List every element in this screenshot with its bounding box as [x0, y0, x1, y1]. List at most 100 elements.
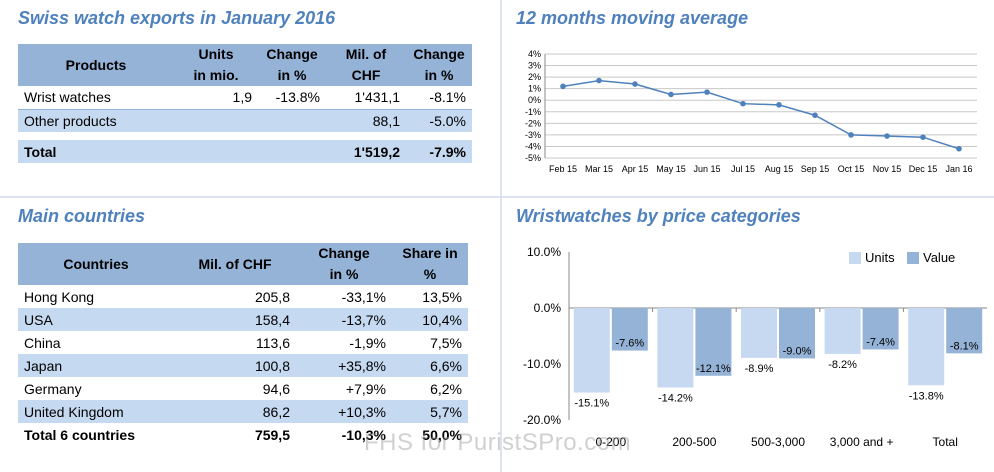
- countries-table: Countries Mil. of CHF Change in % Share in %…: [18, 243, 468, 446]
- y-tick-label: 1%: [528, 84, 541, 94]
- exports-row-cell: 1'431,1: [326, 86, 406, 110]
- price-categories-chart: 10.0% 0.0% -10.0% -20.0% -15.1% -7.6% 0-200 -14…: [523, 245, 987, 449]
- data-label: -14.2%: [658, 393, 693, 405]
- y-tick-label: -1%: [525, 107, 541, 117]
- data-label: -8.9%: [745, 363, 774, 375]
- data-point: [848, 132, 854, 138]
- data-point: [596, 77, 602, 84]
- legend-swatch: [849, 252, 861, 264]
- data-label: -7.4%: [866, 336, 895, 348]
- country-row: United Kingdom 86,2 +10,3% 5,7%: [18, 400, 468, 423]
- legend-swatch: [907, 252, 919, 264]
- x-tick-label: 3,000 and +: [830, 435, 894, 449]
- country-row: Japan 100,8 +35,8% 6,6%: [18, 354, 468, 377]
- data-point: [776, 102, 782, 108]
- bar-units: [908, 308, 945, 386]
- y-tick-label: 4%: [528, 49, 541, 59]
- x-tick-label: Nov 15: [873, 164, 902, 174]
- countries-title: Main countries: [18, 206, 146, 226]
- data-point: [884, 133, 890, 139]
- exports-row-cell: 1,9: [174, 86, 258, 110]
- country-row-cell: 86,2: [174, 400, 296, 423]
- exports-total-row-cell: Total: [18, 140, 174, 163]
- exports-row-cell: Wrist watches: [18, 86, 174, 110]
- data-label: -7.6%: [615, 338, 644, 350]
- x-tick-label: Jun 15: [693, 164, 720, 174]
- vertical-divider: [500, 0, 502, 472]
- countries-header-2: Change in %: [296, 243, 392, 285]
- exports-total-row-cell: -7.9%: [406, 140, 472, 163]
- country-row-cell: 10,4%: [392, 308, 468, 331]
- exports-row: Other products 88,1 -5.0%: [18, 109, 472, 132]
- country-row-cell: -13,7%: [296, 308, 392, 331]
- country-row-cell: USA: [18, 308, 174, 331]
- x-tick-label: Aug 15: [765, 164, 794, 174]
- data-label: -12.1%: [696, 363, 731, 375]
- spacer-row: [18, 132, 472, 140]
- x-tick-label: 500-3,000: [751, 435, 805, 449]
- y-tick-label: -10.0%: [523, 357, 561, 371]
- country-row-cell: 6,6%: [392, 354, 468, 377]
- country-row-cell: 13,5%: [422, 288, 462, 305]
- x-tick-label: Jul 15: [731, 164, 755, 174]
- x-tick-label: 200-500: [672, 435, 716, 449]
- bar-units: [824, 308, 861, 354]
- legend-label: Units: [865, 250, 895, 265]
- countries-total-row-cell: 759,5: [254, 426, 290, 443]
- exports-row-cell: -5.0%: [406, 109, 472, 132]
- country-row-cell: Hong Kong: [24, 288, 95, 305]
- countries-total-row-cell: 50,0%: [422, 426, 462, 443]
- watermark-text: FHS for PuristSPro.com: [364, 429, 632, 456]
- exports-header-2: Change in %: [258, 44, 326, 86]
- exports-header-4: Change in %: [406, 44, 472, 86]
- bar-units: [657, 308, 694, 388]
- data-point: [632, 81, 638, 87]
- country-row-cell: +35,8%: [296, 354, 392, 377]
- exports-row-cell: 88,1: [326, 109, 406, 132]
- y-tick-label: -2%: [525, 118, 541, 128]
- country-row-cell: 5,7%: [392, 400, 468, 423]
- data-label: -13.8%: [909, 390, 944, 402]
- data-point: [668, 91, 674, 98]
- countries-header-1: Mil. of CHF: [174, 243, 296, 285]
- x-tick-label: Sep 15: [801, 164, 830, 174]
- countries-header-3: Share in %: [392, 243, 468, 285]
- data-point: [956, 145, 962, 152]
- exports-total-row: Total 1'519,2 -7.9%: [18, 140, 472, 163]
- data-point: [560, 83, 566, 90]
- exports-table: Products Units in mio. Change in % Mil. of CHF…: [18, 44, 472, 163]
- country-row-cell: 100,8: [174, 354, 296, 377]
- data-label: -8.1%: [950, 340, 979, 352]
- bar-value: [611, 308, 648, 351]
- countries-header-0: Countries: [18, 243, 174, 285]
- exports-row-cell: -8.1%: [406, 86, 472, 110]
- data-label: -8.2%: [828, 359, 857, 371]
- country-row-cell: United Kingdom: [18, 400, 174, 423]
- exports-row-cell: Other products: [18, 109, 174, 132]
- exports-header-1: Units in mio.: [174, 44, 258, 86]
- data-point: [920, 134, 926, 140]
- country-row-cell: 158,4: [174, 308, 296, 331]
- country-row: China 113,6 -1,9% 7,5%: [18, 331, 468, 354]
- data-point: [740, 100, 746, 107]
- series-line: [562, 79, 960, 150]
- bar-value: [695, 308, 732, 376]
- country-row: Hong Kong 205,8 -33,1% 13,5%: [18, 285, 468, 308]
- exports-row: Wrist watches 1,9 -13.8% 1'431,1 -8.1%: [18, 86, 472, 110]
- country-row-cell: -1,9%: [349, 334, 386, 351]
- country-row-cell: 7,5%: [430, 334, 462, 351]
- y-tick-label: 0.0%: [534, 301, 562, 315]
- bar-value: [779, 308, 815, 359]
- x-tick-label: Total: [933, 435, 958, 449]
- country-row-cell: 6,2%: [430, 380, 462, 397]
- exports-header-0: Products: [18, 44, 174, 86]
- data-label: -9.0%: [783, 345, 812, 357]
- countries-total-row-cell: -10,3%: [341, 426, 386, 443]
- countries-total-row-cell: Total 6 countries: [24, 426, 135, 443]
- exports-row-cell: [174, 109, 258, 132]
- country-row: USA 158,4 -13,7% 10,4%: [18, 308, 468, 331]
- countries-total-row: Total 6 countries 759,5 -10,3% 50,0%: [18, 423, 468, 446]
- x-tick-label: Apr 15: [622, 164, 649, 174]
- bar-chart-title: Wristwatches by price categories: [516, 206, 801, 226]
- y-tick-label: 10.0%: [527, 245, 561, 259]
